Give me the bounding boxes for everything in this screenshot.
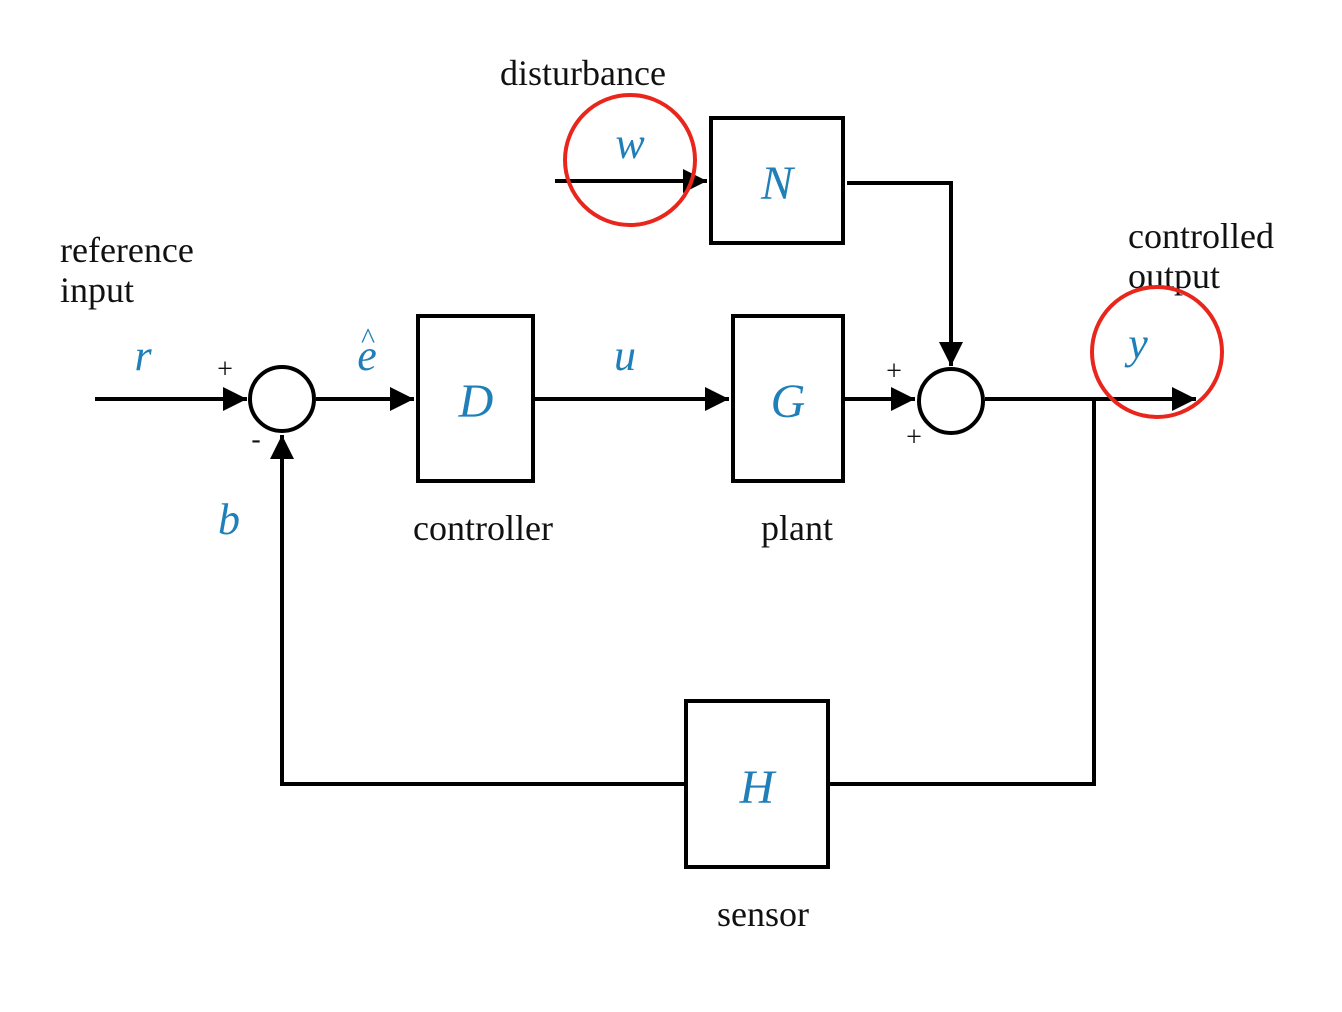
disturbance-signal-w: w <box>615 119 645 168</box>
plant-label: plant <box>761 508 833 548</box>
sum1-plus-sign: + <box>217 354 233 385</box>
sensor-label: sensor <box>717 894 809 934</box>
highlight-circle-w <box>563 93 697 227</box>
summing-junction-2 <box>917 367 985 435</box>
sensor-block-symbol: H <box>739 761 777 814</box>
feedback-wire-left <box>270 435 686 786</box>
feedback-signal-b: b <box>218 495 240 544</box>
plant-block <box>731 314 845 483</box>
disturbance-label: disturbance <box>500 53 666 93</box>
summing-junction-1 <box>248 365 316 433</box>
controller-block <box>416 314 535 483</box>
highlight-circle-y <box>1090 285 1224 419</box>
reference-input-label-line2: input <box>60 270 134 310</box>
sum2-plus-sign-top: + <box>886 356 902 387</box>
reference-signal-r: r <box>134 331 152 380</box>
sensor-block <box>684 699 830 869</box>
error-signal-e-hat: e <box>357 331 377 380</box>
controlled-output-label-line1: controlled <box>1128 216 1274 256</box>
disturbance-block-symbol: N <box>760 157 796 210</box>
control-signal-u: u <box>614 331 636 380</box>
disturbance-block <box>709 116 845 245</box>
sum2-plus-sign-bottom: + <box>906 422 922 453</box>
error-signal-hat-accent: ^ <box>361 322 375 355</box>
reference-input-label-line1: reference <box>60 230 194 270</box>
output-signal-y: y <box>1124 319 1148 368</box>
disturbance-output-wire <box>847 181 963 366</box>
feedback-wire-right <box>828 399 1096 786</box>
controller-label: controller <box>413 508 553 548</box>
sum1-minus-sign: - <box>251 424 260 455</box>
controller-block-symbol: D <box>458 375 494 428</box>
plant-block-symbol: G <box>771 375 806 428</box>
